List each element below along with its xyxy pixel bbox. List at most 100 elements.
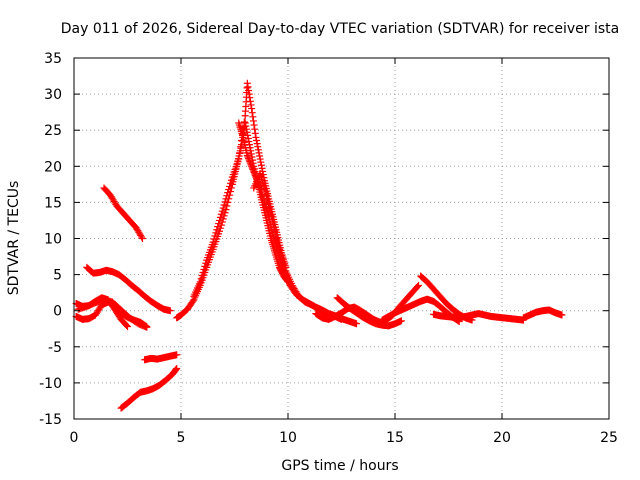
data-point [211,232,219,240]
y-tick-label: -5 [48,340,62,356]
data-point [244,153,252,161]
data-point [258,164,266,172]
data-point [275,242,283,250]
data-point [255,149,263,157]
y-axis-label: SDTVAR / TECUs [6,181,22,296]
data-point [216,216,224,224]
data-point [270,224,278,232]
data-point [281,264,289,272]
data-point [397,317,405,325]
data-point [251,129,259,137]
data-point [124,323,131,331]
y-tick-label: 0 [53,304,62,320]
data-point [280,261,288,269]
axis-ticks: 0 5 10 15 20 25 -15 -10 -5 0 5 10 15 20 25 30 35 [39,51,618,446]
data-point [252,133,260,141]
y-tick-label: -15 [39,412,62,428]
x-tick-label: 15 [386,430,404,446]
data-point [248,164,256,172]
data-point [250,168,258,176]
series-arc-peak-4 [250,170,360,328]
data-point [213,226,221,234]
data-point [143,323,151,331]
data-point [196,278,204,286]
data-point [235,155,243,163]
data-point [254,143,262,151]
x-axis-label: GPS time / hours [281,458,398,474]
series-arc-right-2 [430,310,527,324]
x-tick-label: 5 [177,430,186,446]
data-point [225,186,233,194]
data-point [269,220,277,228]
data-point [221,198,229,206]
data-point [246,97,254,105]
data-point [264,199,272,207]
data-point [558,311,566,319]
series-arc-neg-short [141,351,181,364]
data-point [245,90,253,98]
data-point [247,150,255,158]
data-point [172,365,180,373]
data-point [243,128,251,136]
data-point [222,195,230,203]
data-point [210,235,218,243]
grid [74,58,609,419]
y-tick-label: 25 [44,123,62,139]
data-point [275,245,283,253]
data-point [198,272,206,280]
data-point [254,146,262,154]
data-point [249,165,257,173]
data-point [414,282,422,290]
series-arc-mid-3 [378,295,463,326]
y-tick-label: -10 [39,376,62,392]
data-point [249,167,257,175]
data-point [272,231,280,239]
data-point [279,258,287,266]
data-point [123,322,131,330]
data-point [245,155,253,163]
data-point [214,223,222,231]
data-point [227,179,235,187]
data-point [223,192,231,200]
y-tick-label: 35 [44,51,62,67]
data-point [256,155,264,163]
data-point [173,351,181,359]
data-point [267,212,275,220]
data-point [227,176,235,184]
data-point [240,118,248,126]
data-point [247,161,255,169]
y-tick-label: 30 [44,87,62,103]
data-point [258,176,266,184]
data-point [218,207,226,215]
data-point [246,158,254,166]
data-point [249,117,257,125]
data-point [261,185,269,193]
data-point [245,156,253,164]
data-point [257,158,265,166]
x-tick-label: 0 [70,430,79,446]
data-point [264,195,272,203]
data-point [251,125,259,133]
data-point [248,109,256,117]
data-point [263,191,271,199]
data-point [253,140,261,148]
data-point [278,255,286,263]
series-arc-right-3 [519,306,566,322]
data-point [173,364,181,372]
series-arc-peak-3 [235,119,345,323]
data-point [226,182,234,190]
data-point [245,86,253,94]
y-tick-label: 20 [44,159,62,175]
data-point [277,252,285,260]
data-point [216,213,224,221]
data-point [259,179,267,187]
data-point [276,248,284,256]
y-tick-label: 10 [44,232,62,248]
data-point [237,143,245,151]
data-point [212,229,220,237]
data-point [249,113,257,121]
data-point [247,101,255,109]
data-point [265,204,273,212]
data-point [415,281,423,289]
